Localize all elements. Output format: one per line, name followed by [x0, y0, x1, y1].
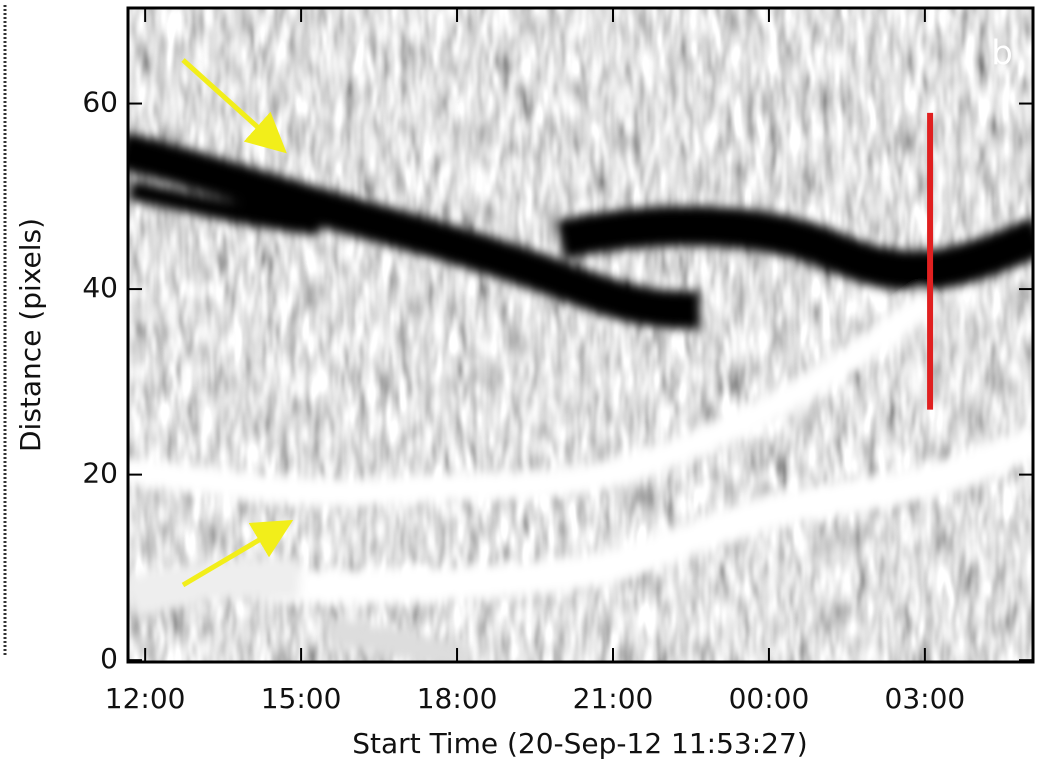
panel-label: b	[991, 34, 1013, 74]
y-tick-label: 60	[82, 86, 118, 119]
x-axis-label: Start Time (20-Sep-12 11:53:27)	[352, 727, 807, 760]
x-tick-label: 18:00	[417, 682, 498, 715]
y-axis-label: Distance (pixels)	[14, 218, 47, 452]
x-tick-label: 12:00	[105, 682, 186, 715]
arrow	[181, 58, 287, 154]
y-tick-label: 0	[100, 642, 118, 675]
y-tick-label: 40	[82, 271, 118, 304]
y-tick-label: 20	[82, 457, 118, 490]
x-tick-label: 21:00	[573, 682, 654, 715]
x-tick-label: 03:00	[885, 682, 966, 715]
x-tick-label: 15:00	[261, 682, 342, 715]
image	[128, 8, 1033, 662]
x-tick-label: 00:00	[729, 682, 810, 715]
arrow	[181, 519, 294, 588]
plot-frame	[126, 6, 1035, 664]
